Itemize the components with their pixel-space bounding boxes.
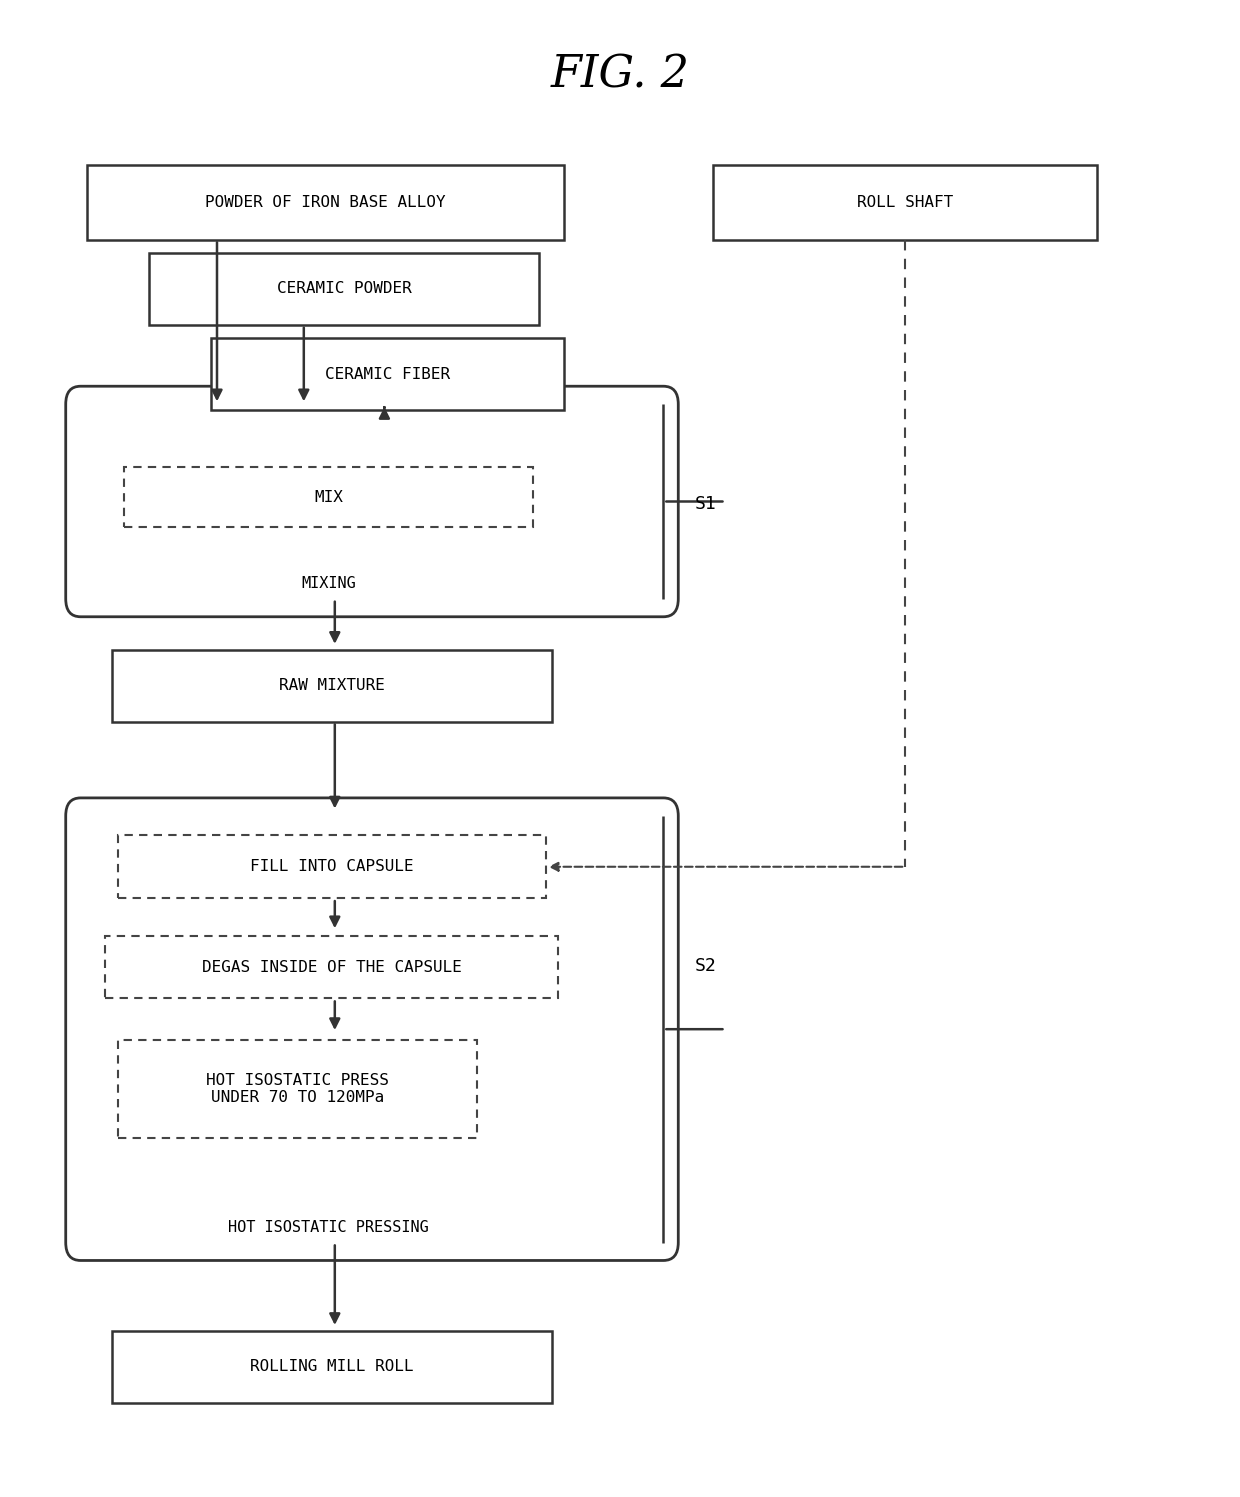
Text: ROLL SHAFT: ROLL SHAFT xyxy=(857,195,954,210)
Text: HOT ISOSTATIC PRESS
UNDER 70 TO 120MPa: HOT ISOSTATIC PRESS UNDER 70 TO 120MPa xyxy=(206,1073,389,1105)
FancyBboxPatch shape xyxy=(713,165,1097,240)
Text: DEGAS INSIDE OF THE CAPSULE: DEGAS INSIDE OF THE CAPSULE xyxy=(202,960,461,975)
FancyBboxPatch shape xyxy=(66,798,678,1260)
Text: HOT ISOSTATIC PRESSING: HOT ISOSTATIC PRESSING xyxy=(228,1220,429,1235)
Text: FILL INTO CAPSULE: FILL INTO CAPSULE xyxy=(250,859,413,874)
Text: POWDER OF IRON BASE ALLOY: POWDER OF IRON BASE ALLOY xyxy=(205,195,446,210)
Text: FIG. 2: FIG. 2 xyxy=(551,54,689,96)
Text: RAW MIXTURE: RAW MIXTURE xyxy=(279,678,384,693)
Text: ROLLING MILL ROLL: ROLLING MILL ROLL xyxy=(250,1359,413,1374)
FancyBboxPatch shape xyxy=(124,467,533,527)
Text: MIX: MIX xyxy=(314,490,343,504)
FancyBboxPatch shape xyxy=(112,650,552,722)
FancyBboxPatch shape xyxy=(118,835,546,898)
FancyBboxPatch shape xyxy=(149,253,539,325)
FancyBboxPatch shape xyxy=(105,936,558,998)
FancyBboxPatch shape xyxy=(66,386,678,617)
Text: CERAMIC POWDER: CERAMIC POWDER xyxy=(277,281,412,296)
FancyBboxPatch shape xyxy=(118,1040,477,1138)
FancyBboxPatch shape xyxy=(87,165,564,240)
FancyBboxPatch shape xyxy=(112,1331,552,1403)
FancyBboxPatch shape xyxy=(211,338,564,410)
Text: S1: S1 xyxy=(694,496,717,513)
Text: S2: S2 xyxy=(694,957,717,975)
Text: CERAMIC FIBER: CERAMIC FIBER xyxy=(325,367,450,382)
Text: MIXING: MIXING xyxy=(301,576,356,591)
